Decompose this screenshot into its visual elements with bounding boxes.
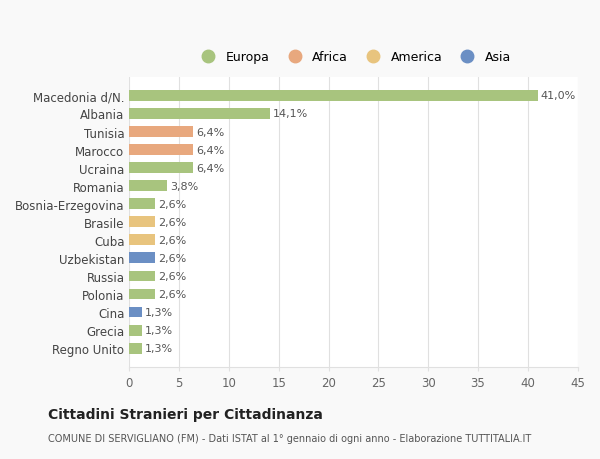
Text: 2,6%: 2,6% [158, 253, 187, 263]
Legend: Europa, Africa, America, Asia: Europa, Africa, America, Asia [191, 46, 516, 69]
Bar [130, 181, 167, 192]
Text: Cittadini Stranieri per Cittadinanza: Cittadini Stranieri per Cittadinanza [48, 407, 323, 421]
Text: 2,6%: 2,6% [158, 271, 187, 281]
Bar [130, 199, 155, 210]
Bar [130, 91, 538, 101]
Bar [130, 127, 193, 138]
Bar [130, 163, 193, 174]
Bar [130, 325, 142, 336]
Text: 2,6%: 2,6% [158, 235, 187, 245]
Text: 1,3%: 1,3% [145, 343, 173, 353]
Text: 6,4%: 6,4% [196, 163, 224, 173]
Text: 2,6%: 2,6% [158, 199, 187, 209]
Text: 3,8%: 3,8% [170, 181, 199, 191]
Bar [130, 109, 270, 120]
Bar [130, 145, 193, 156]
Bar [130, 217, 155, 228]
Bar [130, 307, 142, 318]
Text: 14,1%: 14,1% [273, 109, 308, 119]
Text: 6,4%: 6,4% [196, 145, 224, 155]
Text: 1,3%: 1,3% [145, 325, 173, 336]
Bar [130, 343, 142, 354]
Bar [130, 235, 155, 246]
Text: COMUNE DI SERVIGLIANO (FM) - Dati ISTAT al 1° gennaio di ogni anno - Elaborazion: COMUNE DI SERVIGLIANO (FM) - Dati ISTAT … [48, 433, 531, 442]
Bar [130, 253, 155, 264]
Bar [130, 271, 155, 282]
Text: 2,6%: 2,6% [158, 289, 187, 299]
Bar [130, 289, 155, 300]
Text: 1,3%: 1,3% [145, 308, 173, 317]
Text: 2,6%: 2,6% [158, 217, 187, 227]
Text: 41,0%: 41,0% [541, 91, 576, 101]
Text: 6,4%: 6,4% [196, 127, 224, 137]
